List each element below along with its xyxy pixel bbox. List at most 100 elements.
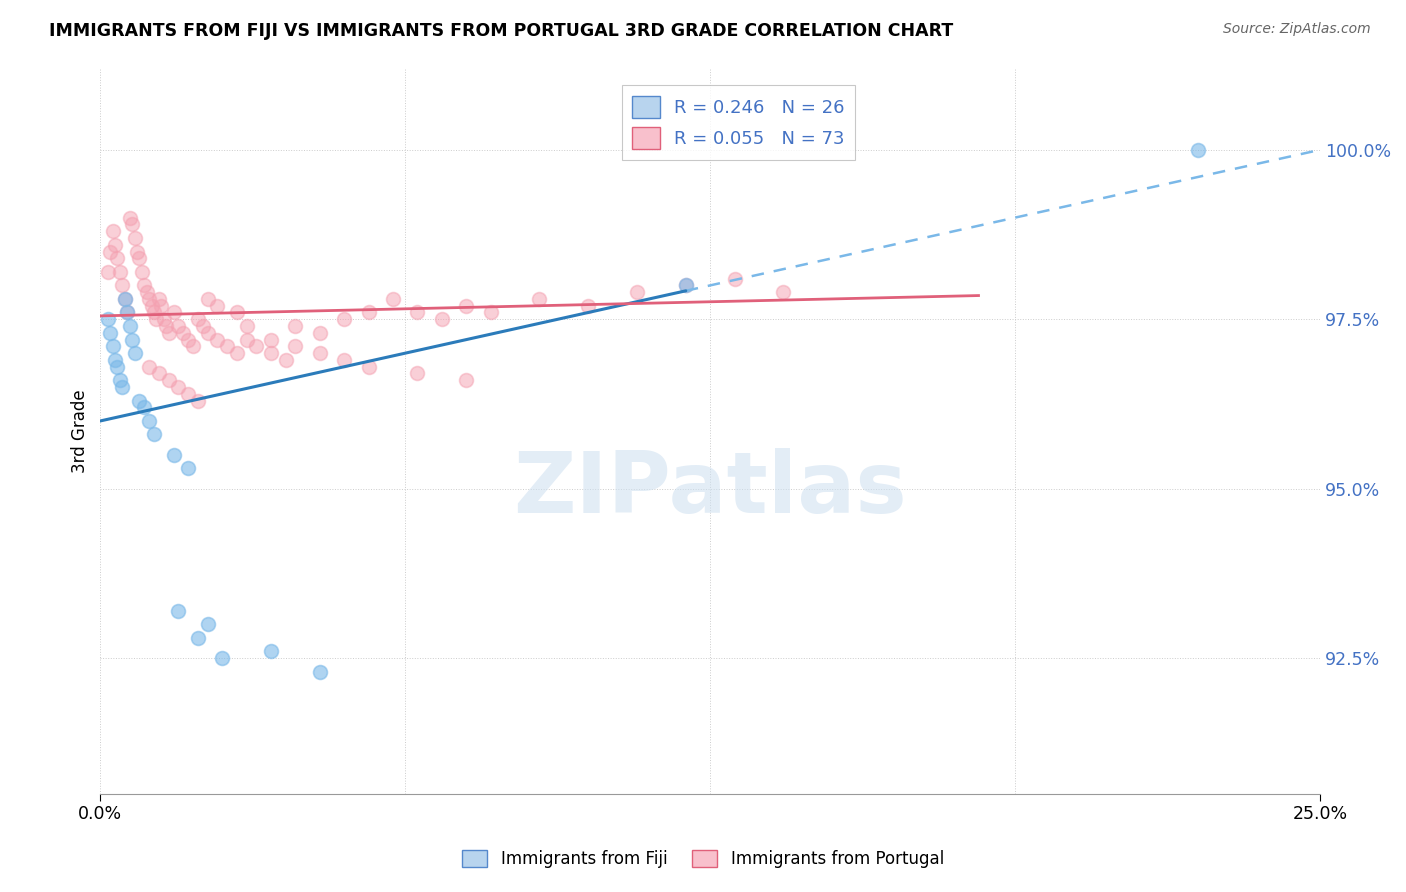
Point bbox=[162, 448, 184, 462]
Point bbox=[138, 359, 160, 374]
Point bbox=[104, 353, 127, 368]
Point bbox=[114, 292, 136, 306]
Point bbox=[226, 305, 249, 319]
Point bbox=[157, 373, 180, 387]
Point bbox=[118, 319, 141, 334]
Point bbox=[101, 339, 124, 353]
Point bbox=[235, 319, 257, 334]
Point bbox=[118, 211, 141, 225]
Point bbox=[134, 278, 156, 293]
Point bbox=[211, 651, 233, 665]
Point bbox=[260, 644, 283, 658]
Text: IMMIGRANTS FROM FIJI VS IMMIGRANTS FROM PORTUGAL 3RD GRADE CORRELATION CHART: IMMIGRANTS FROM FIJI VS IMMIGRANTS FROM … bbox=[49, 22, 953, 40]
Point bbox=[456, 373, 478, 387]
Point bbox=[150, 299, 173, 313]
Point bbox=[245, 339, 267, 353]
Y-axis label: 3rd Grade: 3rd Grade bbox=[72, 389, 89, 473]
Point bbox=[107, 359, 129, 374]
Point bbox=[181, 339, 204, 353]
Point bbox=[172, 326, 194, 340]
Point bbox=[124, 231, 146, 245]
Point bbox=[430, 312, 453, 326]
Text: Source: ZipAtlas.com: Source: ZipAtlas.com bbox=[1223, 22, 1371, 37]
Point bbox=[155, 319, 177, 334]
Point bbox=[1187, 143, 1209, 157]
Legend: R = 0.246   N = 26, R = 0.055   N = 73: R = 0.246 N = 26, R = 0.055 N = 73 bbox=[621, 85, 855, 160]
Point bbox=[723, 271, 745, 285]
Point bbox=[675, 278, 697, 293]
Point bbox=[167, 604, 190, 618]
Point bbox=[121, 333, 143, 347]
Point bbox=[406, 367, 429, 381]
Point bbox=[456, 299, 478, 313]
Point bbox=[309, 326, 332, 340]
Point bbox=[145, 312, 167, 326]
Point bbox=[235, 333, 257, 347]
Point bbox=[108, 373, 131, 387]
Point bbox=[107, 252, 129, 266]
Point bbox=[143, 305, 166, 319]
Point bbox=[187, 631, 209, 645]
Point bbox=[357, 359, 380, 374]
Point bbox=[138, 414, 160, 428]
Point bbox=[177, 333, 200, 347]
Point bbox=[104, 237, 127, 252]
Point bbox=[217, 339, 239, 353]
Point bbox=[98, 244, 121, 259]
Point bbox=[529, 292, 551, 306]
Point bbox=[260, 346, 283, 360]
Point bbox=[274, 353, 297, 368]
Point bbox=[124, 346, 146, 360]
Point bbox=[148, 367, 170, 381]
Point bbox=[167, 319, 190, 334]
Point bbox=[260, 333, 283, 347]
Text: ZIPatlas: ZIPatlas bbox=[513, 448, 907, 531]
Point bbox=[121, 218, 143, 232]
Point bbox=[309, 665, 332, 679]
Point bbox=[98, 326, 121, 340]
Point bbox=[115, 305, 138, 319]
Point bbox=[97, 312, 120, 326]
Point bbox=[177, 461, 200, 475]
Point bbox=[187, 393, 209, 408]
Point bbox=[115, 305, 138, 319]
Point bbox=[675, 278, 697, 293]
Point bbox=[406, 305, 429, 319]
Point bbox=[197, 326, 219, 340]
Point bbox=[576, 299, 599, 313]
Point bbox=[148, 292, 170, 306]
Point bbox=[101, 224, 124, 238]
Point bbox=[134, 401, 156, 415]
Point bbox=[141, 299, 163, 313]
Point bbox=[135, 285, 157, 300]
Point bbox=[333, 353, 356, 368]
Point bbox=[197, 292, 219, 306]
Point bbox=[309, 346, 332, 360]
Point bbox=[207, 299, 229, 313]
Point bbox=[111, 278, 134, 293]
Point bbox=[382, 292, 405, 306]
Point bbox=[108, 265, 131, 279]
Point bbox=[167, 380, 190, 394]
Legend: Immigrants from Fiji, Immigrants from Portugal: Immigrants from Fiji, Immigrants from Po… bbox=[456, 843, 950, 875]
Point bbox=[207, 333, 229, 347]
Point bbox=[197, 617, 219, 632]
Point bbox=[152, 312, 174, 326]
Point bbox=[226, 346, 249, 360]
Point bbox=[626, 285, 648, 300]
Point bbox=[284, 339, 307, 353]
Point bbox=[128, 252, 150, 266]
Point bbox=[97, 265, 120, 279]
Point bbox=[187, 312, 209, 326]
Point bbox=[143, 427, 166, 442]
Point bbox=[162, 305, 184, 319]
Point bbox=[138, 292, 160, 306]
Point bbox=[157, 326, 180, 340]
Point bbox=[177, 387, 200, 401]
Point bbox=[111, 380, 134, 394]
Point bbox=[772, 285, 794, 300]
Point bbox=[191, 319, 214, 334]
Point bbox=[125, 244, 148, 259]
Point bbox=[333, 312, 356, 326]
Point bbox=[357, 305, 380, 319]
